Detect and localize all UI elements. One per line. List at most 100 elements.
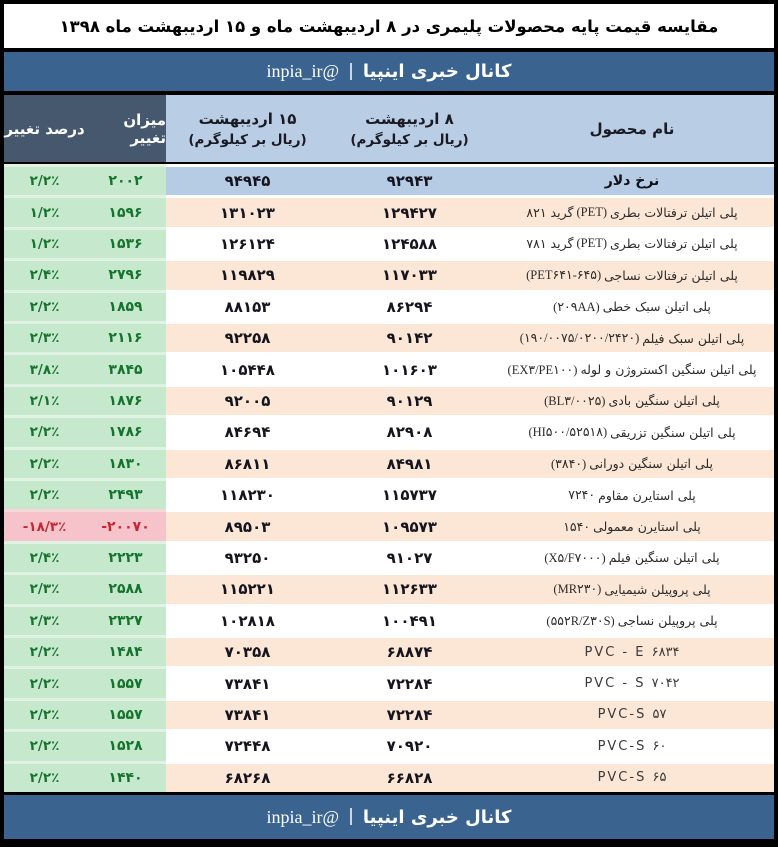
- price-15th-cell: ۷۳۸۴۱: [166, 666, 329, 698]
- amount-change-cell: ۲۳۲۷: [85, 603, 166, 635]
- amount-change-cell: ۲۵۸۸: [85, 572, 166, 604]
- product-code: (BL۳/۰۰۲۵): [544, 393, 606, 408]
- page-title: مقایسه قیمت پایه محصولات پلیمری در ۸ ارد…: [59, 16, 719, 36]
- header-unit: (ریال بر کیلوگرم): [188, 131, 307, 148]
- product-name-fa: پلی اتیلن ترفتالات بطری: [610, 236, 738, 252]
- percent-change-cell: ۲/۲٪: [4, 164, 85, 196]
- product-name-cell: پلی اتیلن سبک فیلم (۱۹۰/۰۰۷۵/۰۲۰۰/۲۴۲۰): [490, 320, 774, 353]
- table-row: پلی اتیلن سنگین فیلم (X۵/F۷۰۰۰) ۹۱۰۲۷ ۹۳۲۵۰…: [4, 540, 774, 573]
- price-8th-cell: ۸۴۹۸۱: [329, 446, 490, 478]
- percent-change-cell: ۲/۲٪: [4, 415, 85, 447]
- price-15th-cell: ۹۳۲۵۰: [166, 540, 329, 573]
- product-name-fa: پلی اتیلن سبک خطی: [602, 299, 711, 315]
- percent-change-cell: ۲/۲٪: [4, 289, 85, 321]
- price-8th-cell: ۹۲۹۴۳: [329, 164, 490, 196]
- product-code: (EX۳/PE۱۰۰): [507, 362, 578, 377]
- header-unit: (ریال بر کیلوگرم): [350, 131, 469, 148]
- product-name-cell: پلی استایرن معمولی ۱۵۴۰: [490, 509, 774, 541]
- price-15th-cell: ۱۱۵۲۲۱: [166, 572, 329, 604]
- table-row: PVC-S ۵۷ ۷۲۲۸۴ ۷۳۸۴۱ ۱۵۵۷ ۲/۲٪: [4, 697, 774, 730]
- price-15th-cell: ۱۱۹۸۲۹: [166, 258, 329, 290]
- table-row: پلی اتیلن سنگین بادی (BL۳/۰۰۲۵) ۹۰۱۲۹ ۹۲۰۰۵…: [4, 383, 774, 416]
- product-name-cell: پلی استایرن مقاوم ۷۲۴۰: [490, 477, 774, 510]
- product-name-cell: پلی اتیلن ترفتالات بطری (PET) گرید ۸۲۱: [490, 195, 774, 227]
- channel-name: کانال خبری اینپیا: [362, 61, 512, 82]
- amount-change-cell: ۲۱۱۶: [85, 320, 166, 353]
- price-8th-cell: ۱۱۷۰۳۳: [329, 258, 490, 290]
- header-percent-change: درصد تغییر: [4, 95, 85, 162]
- product-name-fa: پلی اتیلن سنگین تزریقی: [610, 424, 736, 440]
- price-8th-cell: ۹۰۱۲۹: [329, 383, 490, 416]
- percent-change-cell: ۲/۴٪: [4, 258, 85, 290]
- header-amount-change: میزان تغییر: [85, 95, 166, 162]
- amount-change-cell: ۲۷۹۶: [85, 258, 166, 290]
- amount-change-cell: ۲۰۰۲: [85, 164, 166, 196]
- price-8th-cell: ۱۲۴۵۸۸: [329, 226, 490, 259]
- price-8th-cell: ۹۰۱۴۲: [329, 320, 490, 353]
- percent-change-cell: ۲/۲٪: [4, 760, 85, 792]
- product-code: (۲۰۹AA): [553, 299, 600, 314]
- header-date8: ۸ اردیبهشت (ریال بر کیلوگرم): [350, 109, 469, 148]
- product-name-cell: پلی اتیلن ترفتالات بطری (PET) گرید ۷۸۱: [490, 226, 774, 259]
- table-row: پلی اتیلن ترفتالات بطری (PET) گرید ۸۲۱ ۱۲۹۴…: [4, 195, 774, 227]
- table-row: پلی پروپیلن نساجی (۵۵۲R/Z۳۰S) ۱۰۰۴۹۱ ۱۰۲۸۱۸…: [4, 603, 774, 635]
- price-15th-cell: ۸۶۸۱۱: [166, 446, 329, 478]
- product-name-cell: PVC - S ۷۰۴۲: [490, 666, 774, 698]
- price-8th-cell: ۷۲۲۸۴: [329, 666, 490, 698]
- price-15th-cell: ۹۲۰۰۵: [166, 383, 329, 416]
- amount-change-cell: ۲۲۲۳: [85, 540, 166, 573]
- product-code: (X۵/F۷۰۰۰): [544, 550, 606, 565]
- amount-change-cell: ۱۷۸۶: [85, 415, 166, 447]
- price-8th-cell: ۸۲۹۰۸: [329, 415, 490, 447]
- product-name-cell: پلی اتیلن سنگین اکستروژن و لوله (EX۳/PE۱۰…: [490, 352, 774, 384]
- percent-change-cell: -۱۸/۳٪: [4, 509, 85, 541]
- price-15th-cell: ۱۲۶۱۲۴: [166, 226, 329, 259]
- percent-change-cell: ۲/۳٪: [4, 572, 85, 604]
- product-name-fa: پلی اتیلن سنگین دورانی: [589, 456, 713, 472]
- product-code: (PET): [576, 236, 608, 251]
- product-code: (۱۹۰/۰۰۷۵/۰۲۰۰/۲۴۲۰): [519, 331, 640, 346]
- amount-change-cell: ۱۵۳۶: [85, 226, 166, 259]
- product-code: PVC - E ۶۸۳۴: [584, 644, 680, 660]
- product-name-fa: پلی اتیلن سبک فیلم: [642, 330, 745, 346]
- channel-banner-top: کانال خبری اینپیا | @inpia_ir: [4, 52, 774, 91]
- product-name-fa: پلی اتیلن سنگین فیلم: [608, 550, 720, 566]
- price-8th-cell: ۶۸۸۷۴: [329, 634, 490, 667]
- price-15th-cell: ۹۴۹۴۵: [166, 164, 329, 196]
- table-row: PVC-S ۶۰ ۷۰۹۲۰ ۷۲۴۴۸ ۱۵۲۸ ۲/۲٪: [4, 729, 774, 761]
- amount-change-cell: ۱۸۳۰: [85, 446, 166, 478]
- product-name-fa: پلی اتیلن ترفتالات نساجی: [604, 267, 738, 283]
- price-15th-cell: ۸۹۵۰۳: [166, 509, 329, 541]
- table-row: پلی پروپیلن شیمیایی (MR۲۳۰) ۱۱۲۶۳۳ ۱۱۵۲۲۱ ۲۵…: [4, 572, 774, 604]
- price-15th-cell: ۷۰۳۵۸: [166, 634, 329, 667]
- table-row: پلی اتیلن ترفتالات بطری (PET) گرید ۷۸۱ ۱۲۴۵…: [4, 226, 774, 259]
- table-body: نرخ دلار ۹۲۹۴۳ ۹۴۹۴۵ ۲۰۰۲ ۲/۲٪ پلی اتیلن ترفت…: [4, 162, 774, 792]
- divider: [4, 792, 774, 795]
- table-row: پلی اتیلن سبک فیلم (۱۹۰/۰۰۷۵/۰۲۰۰/۲۴۲۰) ۹۰…: [4, 320, 774, 353]
- divider: [4, 48, 774, 52]
- product-code: ۷۲۴۰: [568, 488, 596, 503]
- divider: [4, 91, 774, 95]
- price-8th-cell: ۱۲۹۴۲۷: [329, 195, 490, 227]
- product-code: PVC-S ۶۵: [597, 770, 667, 786]
- price-8th-cell: ۱۱۵۷۳۷: [329, 477, 490, 510]
- amount-change-cell: ۱۵۹۶: [85, 195, 166, 227]
- percent-change-cell: ۲/۲٪: [4, 666, 85, 698]
- price-8th-cell: ۱۱۲۶۳۳: [329, 572, 490, 604]
- product-code: (MR۲۳۰): [553, 582, 602, 597]
- percent-change-cell: ۱/۲٪: [4, 195, 85, 227]
- price-8th-cell: ۸۶۲۹۴: [329, 289, 490, 321]
- product-code: ۱۵۴۰: [563, 519, 591, 534]
- price-8th-cell: ۷۲۲۸۴: [329, 697, 490, 730]
- percent-change-cell: ۲/۴٪: [4, 540, 85, 573]
- price-8th-cell: ۶۶۸۲۸: [329, 760, 490, 792]
- product-code: (HI۵۰۰/۵۲۵۱۸): [528, 425, 608, 440]
- product-name-cell: نرخ دلار: [490, 164, 774, 196]
- amount-change-cell: ۲۴۹۳: [85, 477, 166, 510]
- product-code: PVC - S ۷۰۴۲: [584, 676, 680, 692]
- product-code: (PET۶۴۱-۶۴۵): [526, 268, 602, 283]
- price-15th-cell: ۱۱۸۲۳۰: [166, 477, 329, 510]
- product-code: PVC-S ۵۷: [597, 707, 667, 723]
- product-name-cell: پلی اتیلن ترفتالات نساجی (PET۶۴۱-۶۴۵): [490, 258, 774, 290]
